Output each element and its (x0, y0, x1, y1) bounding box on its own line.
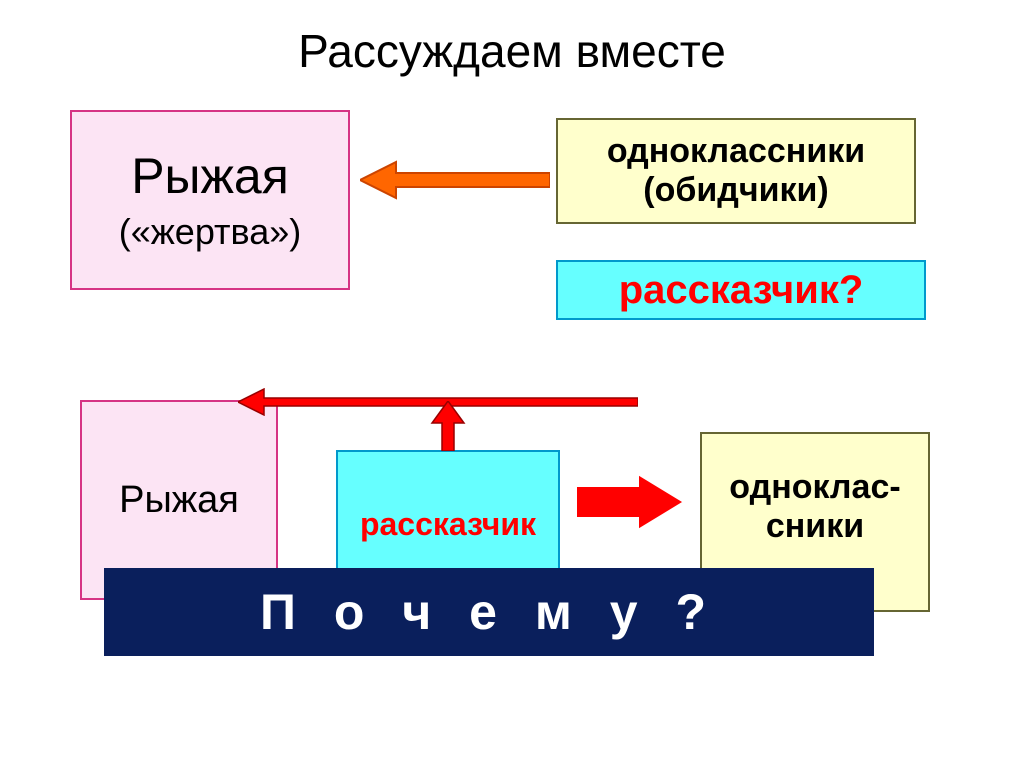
classmates-line1: одноклас- (729, 468, 900, 507)
narrator-question-text: рассказчик? (619, 268, 864, 313)
why-banner: П о ч е м у ? (104, 568, 874, 656)
bullies-label-sub: (обидчики) (643, 171, 828, 210)
arrow-bullies-to-victim (360, 158, 550, 202)
box-victim: Рыжая («жертва») (70, 110, 350, 290)
box-bullies: одноклассники (обидчики) (556, 118, 916, 224)
narrator-text: рассказчик (360, 506, 536, 543)
ryzhaya-text: Рыжая (119, 479, 239, 522)
box-narrator-question: рассказчик? (556, 260, 926, 320)
arrow-red-up (430, 401, 466, 451)
victim-label-sub: («жертва») (119, 211, 302, 253)
why-text: П о ч е м у ? (260, 583, 718, 641)
classmates-line2: сники (766, 507, 864, 546)
arrow-narrator-to-classmates (576, 474, 684, 530)
victim-label-main: Рыжая (131, 147, 289, 205)
page-title: Рассуждаем вместе (0, 0, 1024, 78)
bullies-label-main: одноклассники (607, 132, 865, 171)
